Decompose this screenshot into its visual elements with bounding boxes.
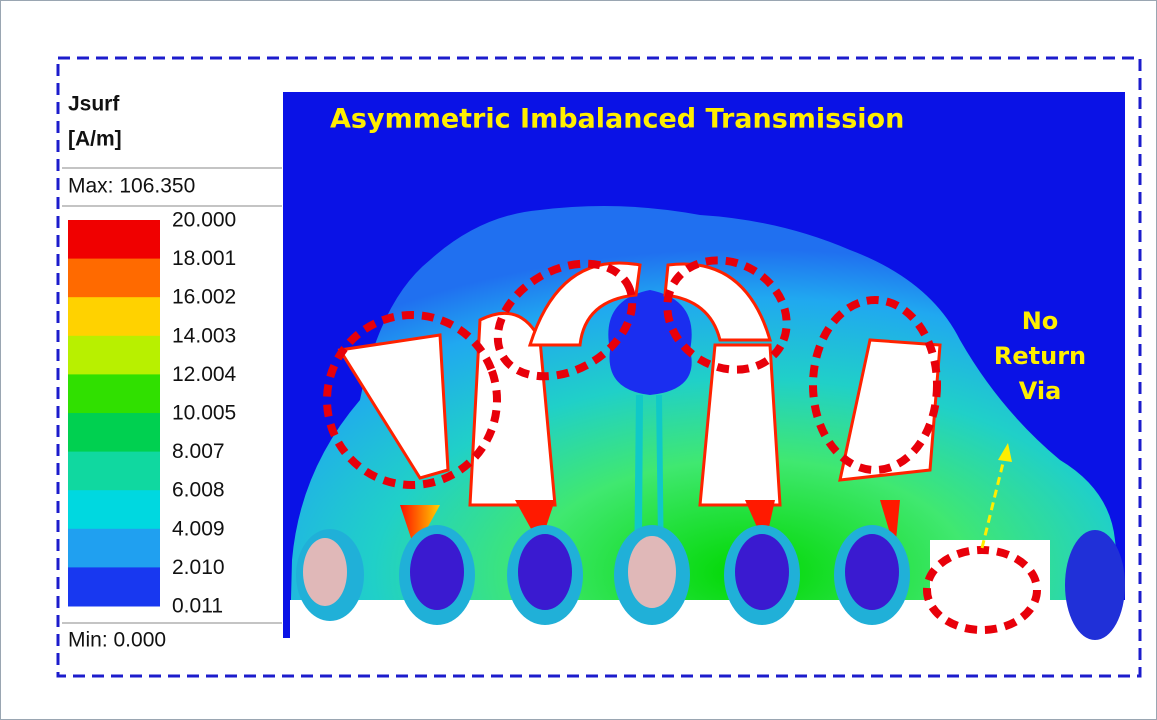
- legend-unit: [A/m]: [68, 128, 122, 151]
- color-band: [68, 490, 160, 529]
- colorbar: 20.000 18.001 16.002 14.003 12.004 10.005 8.00…: [68, 209, 237, 618]
- color-band: [68, 567, 160, 606]
- level-label: 12.004: [172, 363, 237, 386]
- callout-line: Return: [994, 342, 1086, 370]
- legend-max: Max: 106.350: [68, 175, 195, 198]
- figure: Jsurf [A/m] Max: 106.350 20.000 18.001 16.…: [0, 0, 1157, 720]
- field: [608, 290, 691, 395]
- callout-line: No: [1022, 307, 1059, 335]
- color-band: [68, 297, 160, 336]
- color-band: [68, 413, 160, 452]
- color-band: [68, 452, 160, 491]
- legend-title: Jsurf: [68, 93, 120, 116]
- color-band: [68, 374, 160, 413]
- level-label: 0.011: [172, 595, 223, 618]
- color-band: [68, 336, 160, 375]
- level-label: 20.000: [172, 209, 236, 232]
- level-label: 8.007: [172, 440, 225, 463]
- field-plot: Asymmetric Imbalanced Transmission No Ret…: [283, 92, 1125, 640]
- level-label: 4.009: [172, 517, 225, 540]
- level-label: 10.005: [172, 402, 236, 425]
- plot-title: Asymmetric Imbalanced Transmission: [330, 104, 904, 135]
- color-band: [68, 259, 160, 298]
- level-label: 6.008: [172, 479, 225, 502]
- level-label: 18.001: [172, 247, 236, 270]
- level-label: 14.003: [172, 324, 236, 347]
- callout-line: Via: [1019, 377, 1062, 405]
- legend-min: Min: 0.000: [68, 629, 166, 652]
- level-label: 2.010: [172, 556, 225, 579]
- level-label: 16.002: [172, 286, 236, 309]
- color-band: [68, 220, 160, 259]
- color-band: [68, 529, 160, 568]
